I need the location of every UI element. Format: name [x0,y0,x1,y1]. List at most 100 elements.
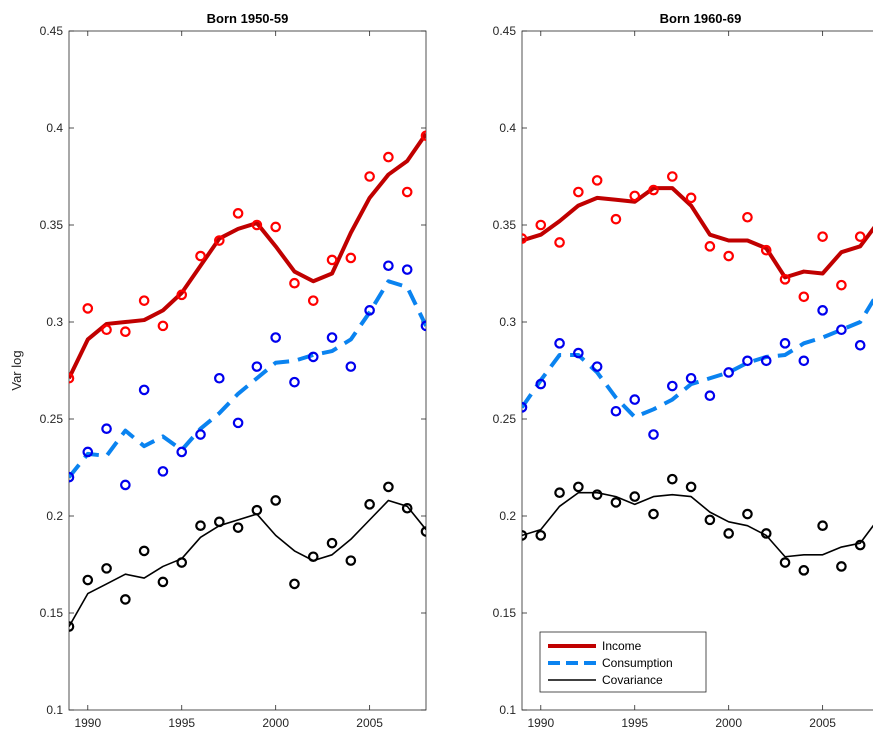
data-point-consumption [742,355,753,367]
data-point-income [798,291,810,303]
data-point-covariance [779,557,791,568]
data-point-covariance [383,481,394,493]
data-point-consumption [554,338,565,349]
data-point-covariance [667,473,678,485]
data-point-covariance [101,563,112,574]
data-point-consumption [289,376,300,388]
data-point-consumption [522,402,528,413]
data-point-covariance [629,491,641,502]
plot-area [69,130,426,632]
data-point-consumption [82,446,94,458]
legend-label-income: Income [602,639,642,653]
data-point-consumption [251,361,263,372]
data-point-covariance [157,576,169,588]
data-point-income [270,221,281,233]
data-point-income [401,186,413,198]
data-point-covariance [836,561,847,572]
data-point-covariance [326,537,338,549]
data-point-covariance [232,522,244,533]
data-point-income [232,208,244,219]
data-point-consumption [101,423,112,434]
data-point-income [779,274,791,285]
data-point-consumption [667,380,678,392]
data-point-consumption [157,466,169,477]
y-tick-label: 0.1 [499,703,516,717]
data-point-covariance [535,530,547,541]
data-point-consumption [270,332,281,343]
x-tick-label: 2000 [262,716,289,730]
axes-box [521,30,873,711]
x-tick-label: 1995 [168,716,195,730]
data-point-covariance [176,557,188,568]
y-tick-label: 0.15 [40,606,64,620]
chart-title: Born 1960-69 [660,11,742,26]
data-point-covariance [854,539,866,551]
data-point-income [554,237,565,248]
series-line-income [522,186,873,280]
data-point-income [214,235,225,246]
data-point-consumption [836,324,847,336]
data-point-consumption [779,338,791,349]
data-point-covariance [648,508,659,520]
y-tick-label: 0.2 [499,509,516,523]
legend-label-consumption: Consumption [602,656,673,670]
data-point-income [101,324,112,336]
data-point-consumption [535,378,547,390]
data-point-income [120,326,131,337]
data-point-covariance [82,574,94,586]
data-point-consumption [176,446,188,458]
data-point-covariance [573,481,584,493]
data-point-consumption [573,347,584,359]
series-line-consumption [69,279,426,479]
data-point-income [307,295,319,306]
data-point-income [591,175,603,186]
chart-panel-born-1950-59: 0.1 0.15 0.2 0.25 0.3 0.35 0.4 0.45 1990 1995 2000… [9,11,427,730]
data-point-covariance [289,578,300,590]
data-point-covariance [420,526,426,537]
data-point-income [535,219,547,231]
data-point-consumption [195,429,206,440]
data-point-consumption [214,372,225,384]
x-tick-label: 2000 [715,716,742,730]
data-point-income [704,241,716,252]
chart-title: Born 1950-59 [207,11,289,26]
data-point-consumption [817,305,828,316]
data-point-income [195,250,206,262]
data-point-income [629,190,641,202]
data-point-income [326,254,338,266]
data-point-income [251,219,263,231]
data-point-income [742,211,753,223]
data-point-covariance [270,495,281,506]
x-tick-label: 2005 [809,716,836,730]
data-point-covariance [69,621,75,632]
data-point-consumption [723,367,734,378]
y-tick-label: 0.45 [493,24,517,38]
y-tick-label: 0.4 [499,121,516,135]
chart-panel-born-1960-69: 0.1 0.15 0.2 0.25 0.3 0.35 0.4 0.45 1990 1995 2000… [493,11,873,730]
chart-legend: Income Consumption Covariance [539,631,707,693]
y-tick-label: 0.35 [493,218,517,232]
data-point-consumption [345,361,357,372]
data-point-consumption [629,394,641,405]
data-point-income [685,192,697,204]
y-tick-label: 0.15 [493,606,517,620]
data-point-consumption [760,355,772,367]
data-point-covariance [345,555,357,566]
x-tick-label: 1990 [527,716,554,730]
data-point-covariance [251,504,263,516]
y-tick-label: 0.4 [46,121,63,135]
data-point-covariance [554,487,565,499]
data-point-covariance [742,508,753,520]
x-tick-label: 2005 [356,716,383,730]
data-point-consumption [704,390,716,402]
axes-box [68,30,427,711]
data-point-consumption [648,429,659,440]
data-point-covariance [817,520,828,531]
data-point-consumption [326,332,338,343]
data-point-covariance [723,528,734,539]
data-point-income [836,279,847,291]
data-point-covariance [798,565,810,576]
y-tick-label: 0.3 [499,315,516,329]
data-point-income [176,289,188,301]
